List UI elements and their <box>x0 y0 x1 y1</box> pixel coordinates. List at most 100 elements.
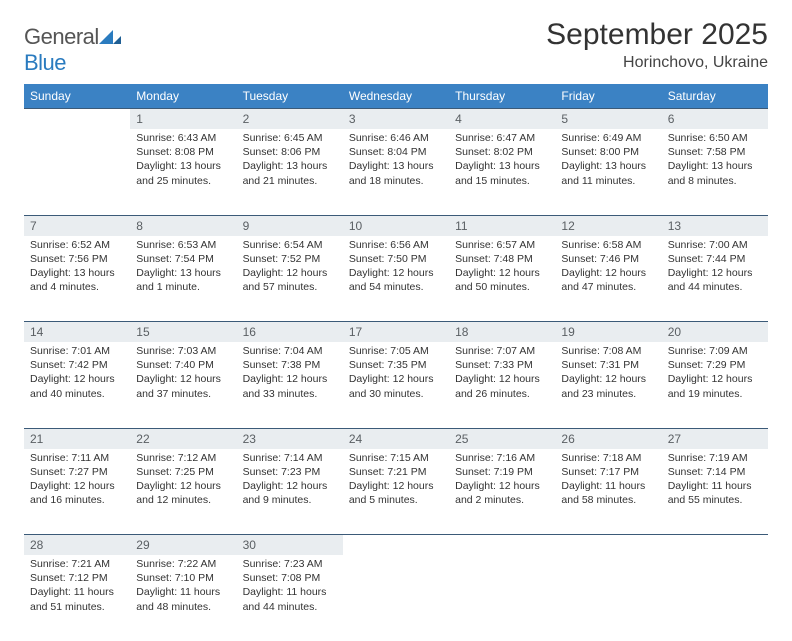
daylight-text: Daylight: 12 hours and 50 minutes. <box>455 266 549 294</box>
sunrise-text: Sunrise: 6:49 AM <box>561 131 655 145</box>
day-details-cell: Sunrise: 6:56 AMSunset: 7:50 PMDaylight:… <box>343 236 449 322</box>
sunset-text: Sunset: 8:00 PM <box>561 145 655 159</box>
sunrise-text: Sunrise: 7:07 AM <box>455 344 549 358</box>
day-number-cell: 27 <box>662 428 768 449</box>
day-number-cell <box>662 535 768 556</box>
day-details-cell <box>662 555 768 641</box>
weekday-header: Friday <box>555 84 661 109</box>
sunset-text: Sunset: 7:14 PM <box>668 465 762 479</box>
page-location: Horinchovo, Ukraine <box>546 54 768 72</box>
sunrise-text: Sunrise: 6:53 AM <box>136 238 230 252</box>
day-details-cell: Sunrise: 7:01 AMSunset: 7:42 PMDaylight:… <box>24 342 130 428</box>
daylight-text: Daylight: 12 hours and 2 minutes. <box>455 479 549 507</box>
day-details-row: Sunrise: 7:01 AMSunset: 7:42 PMDaylight:… <box>24 342 768 428</box>
day-details-cell: Sunrise: 7:05 AMSunset: 7:35 PMDaylight:… <box>343 342 449 428</box>
day-number-cell: 15 <box>130 322 236 343</box>
sunset-text: Sunset: 7:31 PM <box>561 358 655 372</box>
day-number-row: 123456 <box>24 109 768 130</box>
daylight-text: Daylight: 11 hours and 55 minutes. <box>668 479 762 507</box>
day-details-cell: Sunrise: 6:46 AMSunset: 8:04 PMDaylight:… <box>343 129 449 215</box>
sunrise-text: Sunrise: 7:18 AM <box>561 451 655 465</box>
logo-mark-icon <box>99 24 121 50</box>
sunset-text: Sunset: 7:50 PM <box>349 252 443 266</box>
daylight-text: Daylight: 13 hours and 25 minutes. <box>136 159 230 187</box>
day-number-cell: 1 <box>130 109 236 130</box>
day-number-cell: 28 <box>24 535 130 556</box>
sunrise-text: Sunrise: 6:47 AM <box>455 131 549 145</box>
sunset-text: Sunset: 7:23 PM <box>243 465 337 479</box>
page-header: GeneralBlue September 2025 Horinchovo, U… <box>24 18 768 76</box>
day-number-row: 21222324252627 <box>24 428 768 449</box>
day-number-cell: 6 <box>662 109 768 130</box>
sunrise-text: Sunrise: 7:00 AM <box>668 238 762 252</box>
sunset-text: Sunset: 8:08 PM <box>136 145 230 159</box>
day-number-cell <box>343 535 449 556</box>
day-number-cell: 19 <box>555 322 661 343</box>
sunrise-text: Sunrise: 7:14 AM <box>243 451 337 465</box>
daylight-text: Daylight: 13 hours and 15 minutes. <box>455 159 549 187</box>
sunrise-text: Sunrise: 7:11 AM <box>30 451 124 465</box>
day-number-cell: 10 <box>343 215 449 236</box>
sunset-text: Sunset: 7:29 PM <box>668 358 762 372</box>
day-details-cell: Sunrise: 7:12 AMSunset: 7:25 PMDaylight:… <box>130 449 236 535</box>
day-number-cell: 21 <box>24 428 130 449</box>
day-details-cell: Sunrise: 7:18 AMSunset: 7:17 PMDaylight:… <box>555 449 661 535</box>
daylight-text: Daylight: 12 hours and 19 minutes. <box>668 372 762 400</box>
sunset-text: Sunset: 8:06 PM <box>243 145 337 159</box>
sunset-text: Sunset: 7:58 PM <box>668 145 762 159</box>
sunrise-text: Sunrise: 6:50 AM <box>668 131 762 145</box>
day-details-cell: Sunrise: 7:08 AMSunset: 7:31 PMDaylight:… <box>555 342 661 428</box>
day-number-row: 78910111213 <box>24 215 768 236</box>
sunset-text: Sunset: 7:08 PM <box>243 571 337 585</box>
daylight-text: Daylight: 12 hours and 44 minutes. <box>668 266 762 294</box>
day-number-cell: 3 <box>343 109 449 130</box>
weekday-header: Sunday <box>24 84 130 109</box>
daylight-text: Daylight: 13 hours and 21 minutes. <box>243 159 337 187</box>
daylight-text: Daylight: 13 hours and 1 minute. <box>136 266 230 294</box>
day-details-row: Sunrise: 6:52 AMSunset: 7:56 PMDaylight:… <box>24 236 768 322</box>
day-details-cell: Sunrise: 7:09 AMSunset: 7:29 PMDaylight:… <box>662 342 768 428</box>
day-details-cell: Sunrise: 6:52 AMSunset: 7:56 PMDaylight:… <box>24 236 130 322</box>
day-details-cell: Sunrise: 6:57 AMSunset: 7:48 PMDaylight:… <box>449 236 555 322</box>
sunrise-text: Sunrise: 7:22 AM <box>136 557 230 571</box>
day-number-cell: 5 <box>555 109 661 130</box>
sunrise-text: Sunrise: 7:03 AM <box>136 344 230 358</box>
sunset-text: Sunset: 7:27 PM <box>30 465 124 479</box>
daylight-text: Daylight: 13 hours and 8 minutes. <box>668 159 762 187</box>
day-details-cell: Sunrise: 6:50 AMSunset: 7:58 PMDaylight:… <box>662 129 768 215</box>
day-details-cell: Sunrise: 7:21 AMSunset: 7:12 PMDaylight:… <box>24 555 130 641</box>
sunrise-text: Sunrise: 7:16 AM <box>455 451 549 465</box>
sunset-text: Sunset: 7:38 PM <box>243 358 337 372</box>
daylight-text: Daylight: 12 hours and 37 minutes. <box>136 372 230 400</box>
day-number-row: 14151617181920 <box>24 322 768 343</box>
daylight-text: Daylight: 11 hours and 51 minutes. <box>30 585 124 613</box>
day-details-cell: Sunrise: 7:14 AMSunset: 7:23 PMDaylight:… <box>237 449 343 535</box>
day-details-cell: Sunrise: 6:49 AMSunset: 8:00 PMDaylight:… <box>555 129 661 215</box>
logo-text: GeneralBlue <box>24 24 121 76</box>
day-number-cell: 17 <box>343 322 449 343</box>
day-number-cell <box>24 109 130 130</box>
sunrise-text: Sunrise: 7:01 AM <box>30 344 124 358</box>
sunrise-text: Sunrise: 7:21 AM <box>30 557 124 571</box>
day-number-cell: 18 <box>449 322 555 343</box>
daylight-text: Daylight: 12 hours and 30 minutes. <box>349 372 443 400</box>
day-details-cell: Sunrise: 7:11 AMSunset: 7:27 PMDaylight:… <box>24 449 130 535</box>
day-number-row: 282930 <box>24 535 768 556</box>
day-details-cell: Sunrise: 7:00 AMSunset: 7:44 PMDaylight:… <box>662 236 768 322</box>
sunset-text: Sunset: 7:25 PM <box>136 465 230 479</box>
day-details-row: Sunrise: 7:11 AMSunset: 7:27 PM Daylight:… <box>24 449 768 535</box>
sunrise-text: Sunrise: 7:08 AM <box>561 344 655 358</box>
day-number-cell: 8 <box>130 215 236 236</box>
daylight-text: Daylight: 13 hours and 18 minutes. <box>349 159 443 187</box>
sunrise-text: Sunrise: 7:15 AM <box>349 451 443 465</box>
sunset-text: Sunset: 7:19 PM <box>455 465 549 479</box>
day-details-cell <box>555 555 661 641</box>
day-details-cell: Sunrise: 6:43 AMSunset: 8:08 PMDaylight:… <box>130 129 236 215</box>
day-number-cell: 12 <box>555 215 661 236</box>
day-details-cell <box>24 129 130 215</box>
day-details-cell: Sunrise: 7:19 AMSunset: 7:14 PMDaylight:… <box>662 449 768 535</box>
day-details-cell: Sunrise: 6:54 AMSunset: 7:52 PMDaylight:… <box>237 236 343 322</box>
logo: GeneralBlue <box>24 18 121 76</box>
day-details-cell <box>449 555 555 641</box>
sunrise-text: Sunrise: 7:09 AM <box>668 344 762 358</box>
